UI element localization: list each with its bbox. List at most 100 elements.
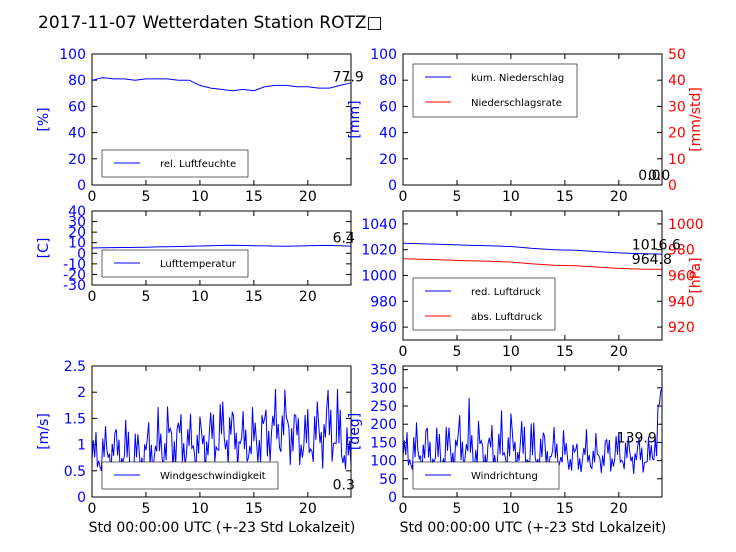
pressure-y-tick-label: 980 <box>370 294 397 310</box>
winddir-legend-label-0: Windrichtung <box>471 471 538 482</box>
humidity-legend-label-0: rel. Luftfeuchte <box>160 159 236 170</box>
precip-y-tick-label: 100 <box>370 47 397 63</box>
temperature-y-tick-label: 20 <box>68 225 86 241</box>
windspeed-y-tick-label: 2 <box>77 385 86 401</box>
precip-legend-box <box>412 63 578 118</box>
windspeed-y-tick-label: 0.5 <box>64 464 86 480</box>
precip-annotation-1: 0.0 <box>648 168 670 184</box>
winddir-y-tick-label: 0 <box>388 490 397 506</box>
windspeed-x-tick-label: 20 <box>299 501 317 517</box>
windspeed-plot-frame <box>91 365 352 498</box>
humidity-y-axis-label: [%] <box>36 107 52 131</box>
temperature-y-tick-label: -20 <box>63 267 86 283</box>
precip-x-tick-label: 0 <box>399 189 408 205</box>
pressure-legend-label-0: red. Luftdruck <box>471 287 541 298</box>
humidity-annotation-0: 77.9 <box>333 70 364 86</box>
precip-y2-tick-label: 0 <box>668 178 677 194</box>
humidity-panel: 0 5 10 15 20 0 20 40 60 80 100 [%] 77.9 rel. Luftfeuc… <box>36 47 364 205</box>
pressure-x-tick-label: 10 <box>502 344 520 360</box>
humidity-series-line-0 <box>91 77 352 92</box>
winddir-annotation-0: 139.9 <box>617 430 657 446</box>
temperature-annotation-0: 6.4 <box>333 231 355 247</box>
winddir-y-tick-label: 50 <box>379 472 397 488</box>
pressure-y-tick-label: 960 <box>370 320 397 336</box>
windspeed-x-tick-label: 5 <box>141 501 150 517</box>
humidity-x-tick-label: 20 <box>299 189 317 205</box>
windspeed-y-tick-label: 0 <box>77 490 86 506</box>
windspeed-x-tick-label: 0 <box>88 501 97 517</box>
temperature-y-tick-label: -30 <box>63 278 86 294</box>
windspeed-x-tick-label: 10 <box>191 501 209 517</box>
winddir-y-tick-label: 350 <box>370 363 397 379</box>
precip-plot-frame <box>402 53 663 186</box>
winddir-y-tick-label: 150 <box>370 435 397 451</box>
precip-y-tick-label: 40 <box>379 126 397 142</box>
pressure-panel: 0 5 10 15 2096098010001020104092094096098010… <box>361 210 704 360</box>
winddir-y-axis-label: [deg] <box>347 413 363 450</box>
precip-y2-tick-label: 50 <box>668 47 686 63</box>
pressure-y-tick-label: 1020 <box>361 243 397 259</box>
precip-y2-tick-label: 10 <box>668 152 686 168</box>
winddir-x-tick-label: 20 <box>610 501 628 517</box>
pressure-annotation-0: 1016.6 <box>632 238 681 254</box>
humidity-y-tick-label: 0 <box>77 178 86 194</box>
pressure-series-line-0 <box>402 242 663 255</box>
pressure-x-tick-label: 0 <box>399 344 408 360</box>
precip-legend-label-1: Niederschlagsrate <box>471 98 562 109</box>
pressure-series-line-1 <box>402 258 663 270</box>
humidity-x-tick-label: 15 <box>245 189 263 205</box>
windspeed-legend-label-0: Windgeschwindigkeit <box>160 471 266 482</box>
humidity-y-tick-label: 40 <box>68 126 86 142</box>
temperature-series-line-0 <box>91 244 352 249</box>
humidity-y-tick-label: 60 <box>68 99 86 115</box>
pressure-y2-tick-label: 940 <box>668 294 695 310</box>
temperature-y-tick-label: 40 <box>68 204 86 220</box>
windspeed-y-tick-label: 1.5 <box>64 411 86 427</box>
precip-x-tick-label: 15 <box>556 189 574 205</box>
pressure-x-tick-label: 5 <box>452 344 461 360</box>
precip-y-tick-label: 0 <box>388 178 397 194</box>
windspeed-annotation-0: 0.3 <box>333 478 355 494</box>
humidity-y-tick-label: 100 <box>59 47 86 63</box>
precip-y2-axis-label: [mm/std] <box>688 87 704 152</box>
temperature-x-tick-label: 10 <box>191 289 209 305</box>
figure-title: 2017-11-07 Wetterdaten Station ROTZ□ <box>38 13 383 33</box>
pressure-legend-label-1: abs. Luftdruck <box>471 312 542 323</box>
pressure-y-tick-label: 1040 <box>361 217 397 233</box>
temperature-y-tick-label: 30 <box>68 215 86 231</box>
temperature-x-tick-label: 20 <box>299 289 317 305</box>
temperature-plot-frame <box>91 210 352 286</box>
temperature-y-tick-label: -10 <box>63 257 86 273</box>
pressure-y2-tick-label: 1000 <box>668 217 704 233</box>
humidity-y-tick-label: 20 <box>68 152 86 168</box>
winddir-series-line-0 <box>402 387 663 476</box>
humidity-x-tick-label: 0 <box>88 189 97 205</box>
windspeed-series-line-0 <box>91 388 352 480</box>
humidity-y-tick-label: 80 <box>68 73 86 89</box>
temperature-x-tick-label: 5 <box>141 289 150 305</box>
precip-y2-tick-label: 40 <box>668 73 686 89</box>
windspeed-panel: 0 5 10 15 20 0 0.5 1 1.5 2 2.5 [m/s] 0.3 Windgeschwin… <box>36 359 355 517</box>
temperature-y-tick-label: 0 <box>77 246 86 262</box>
x-axis-label-left: Std 00:00:00 UTC (+-23 Std Lokalzeit) <box>89 520 356 536</box>
winddir-plot-frame <box>402 365 663 498</box>
precip-y2-tick-label: 30 <box>668 99 686 115</box>
winddir-y-tick-label: 100 <box>370 454 397 470</box>
humidity-plot-frame <box>91 53 352 186</box>
humidity-x-tick-label: 5 <box>141 189 150 205</box>
winddir-x-tick-label: 5 <box>452 501 461 517</box>
temperature-x-tick-label: 15 <box>245 289 263 305</box>
pressure-x-tick-label: 20 <box>610 344 628 360</box>
winddir-y-tick-label: 200 <box>370 417 397 433</box>
pressure-y-tick-label: 1000 <box>361 269 397 285</box>
precip-x-tick-label: 20 <box>610 189 628 205</box>
precip-panel: 0 5 10 15 20 0 20 40 60 80 100 0 10 20 30 40 50 [mm/std] [… <box>347 47 704 205</box>
pressure-y2-tick-label: 960 <box>668 269 695 285</box>
x-axis-label-right: Std 00:00:00 UTC (+-23 Std Lokalzeit) <box>400 520 667 536</box>
temperature-x-tick-label: 0 <box>88 289 97 305</box>
pressure-annotation-1: 964.8 <box>632 252 672 268</box>
pressure-y2-tick-label: 920 <box>668 320 695 336</box>
